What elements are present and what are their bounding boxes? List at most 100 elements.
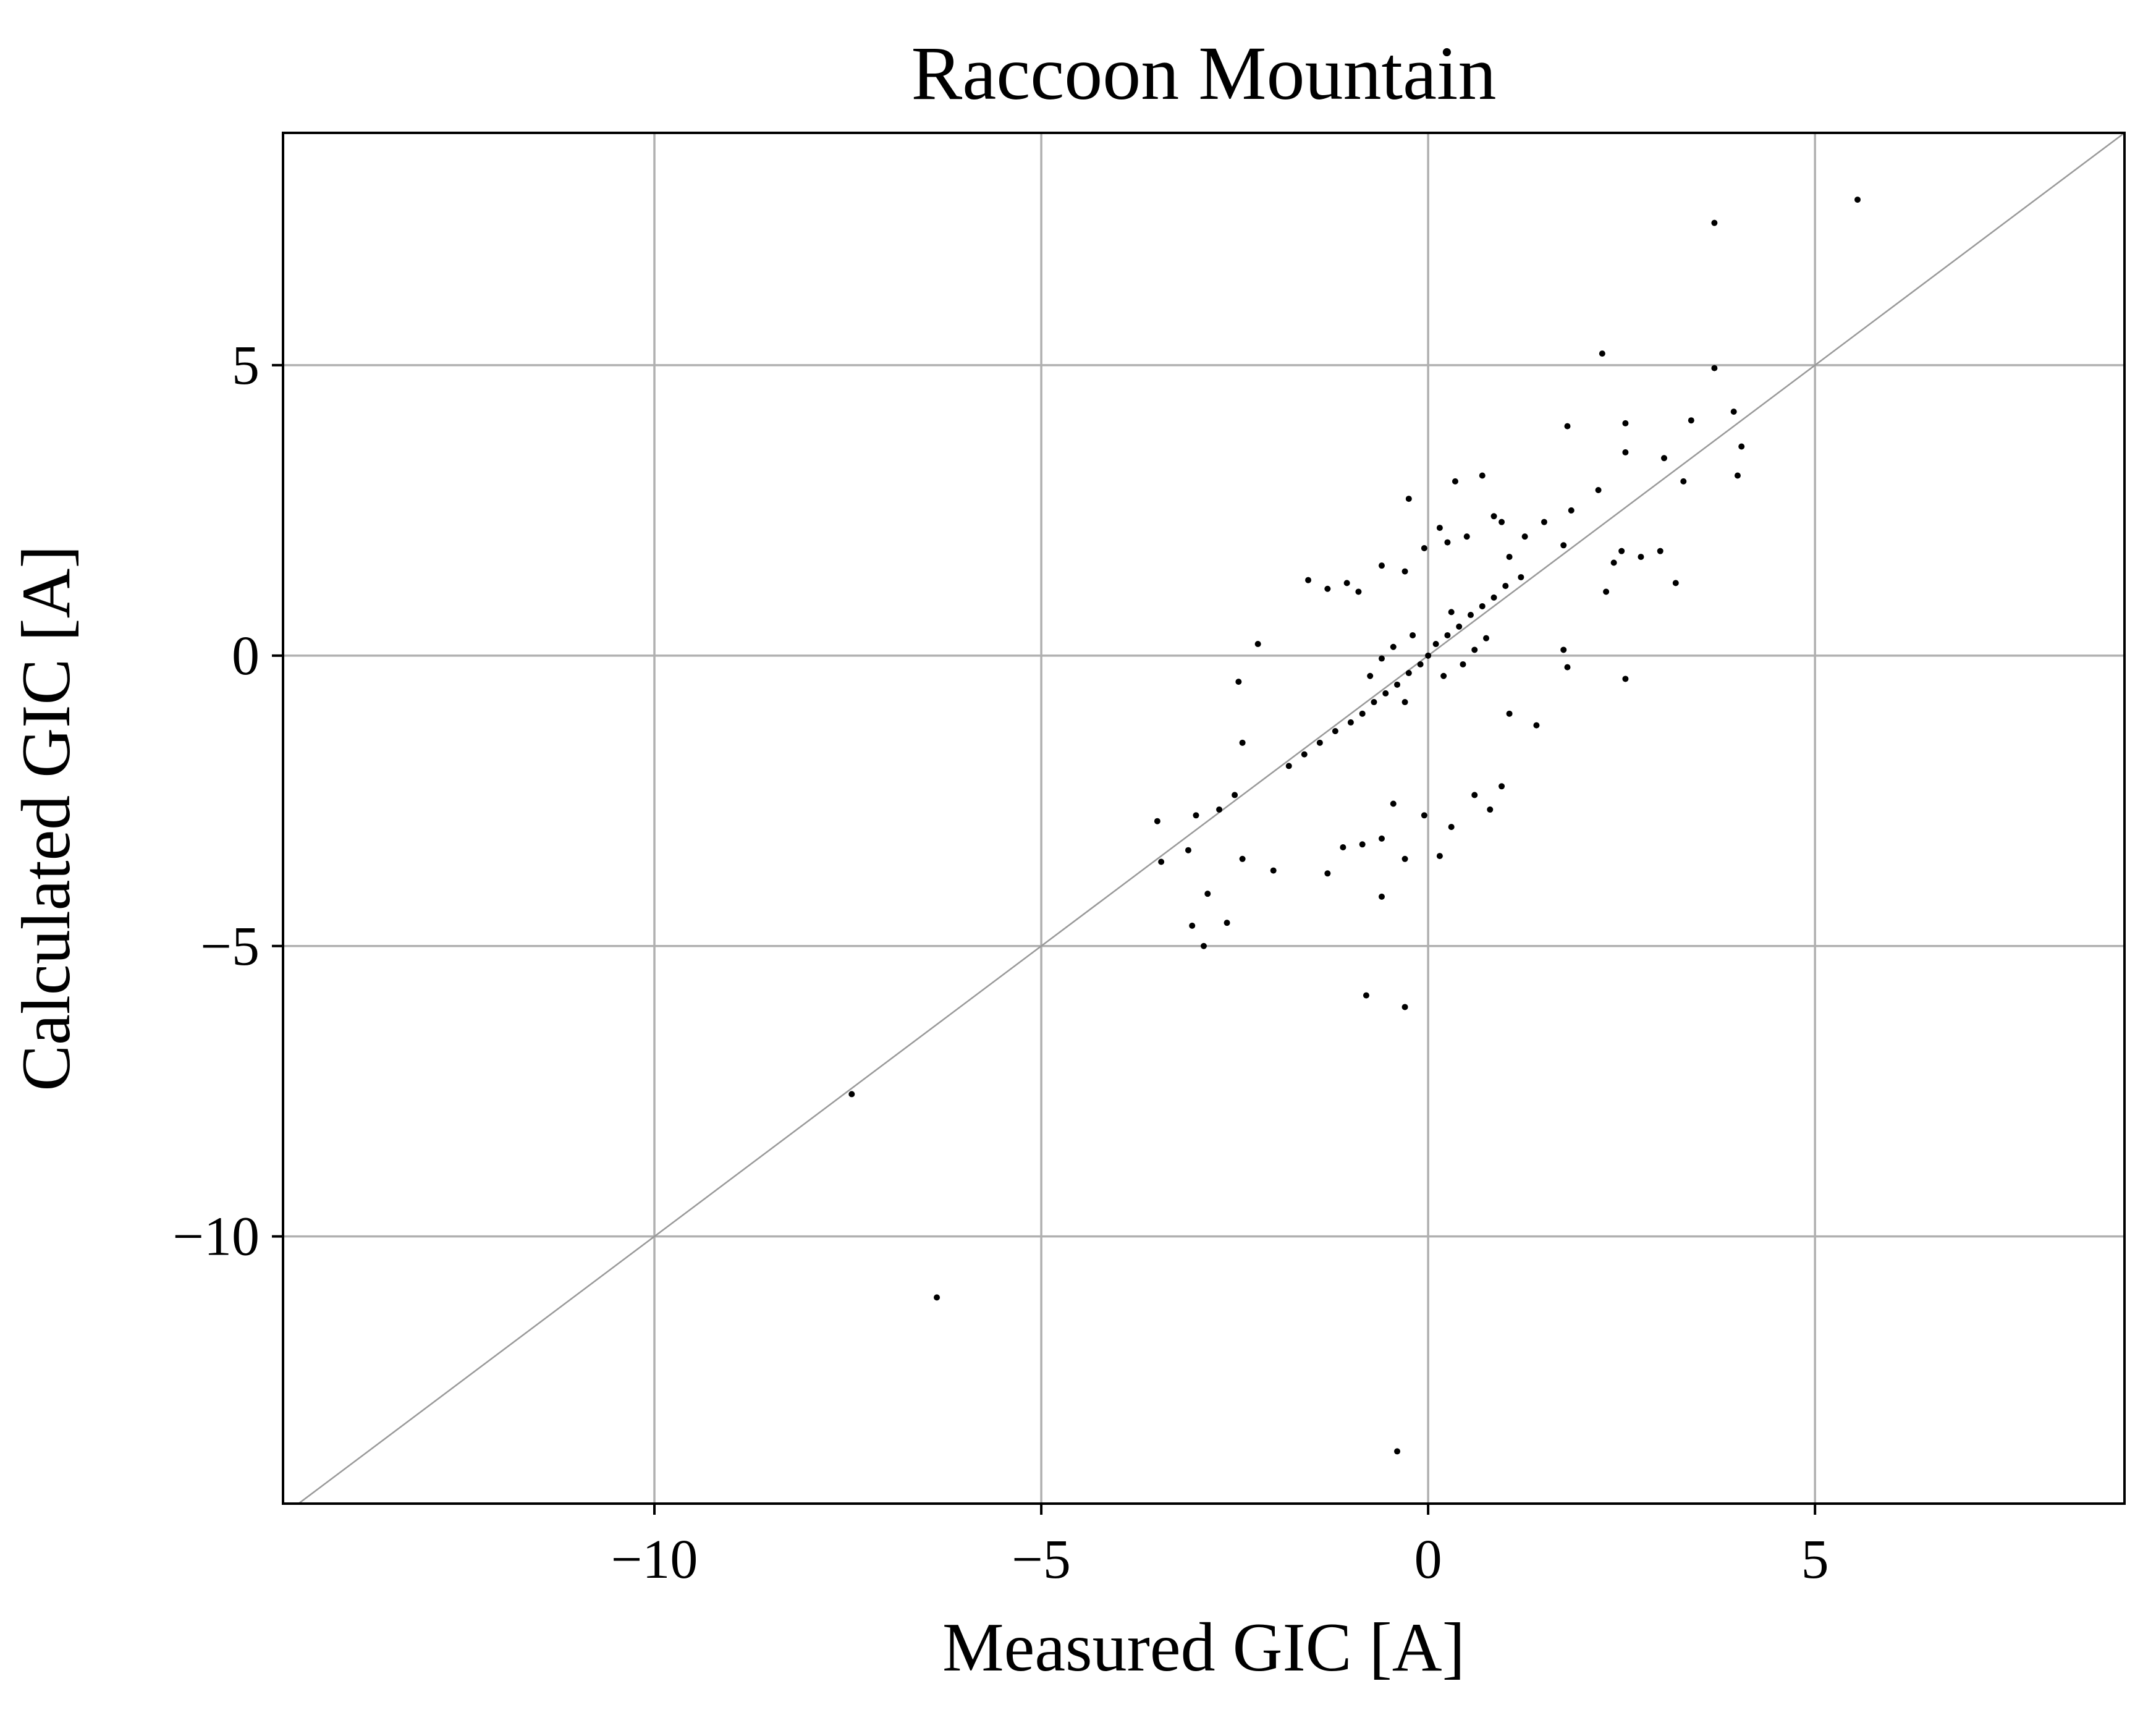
data-point — [1201, 942, 1207, 949]
data-point — [1603, 588, 1610, 595]
data-point — [1618, 548, 1625, 554]
reference-line-layer — [298, 132, 2125, 1504]
data-point — [1417, 661, 1424, 667]
y-axis-label: Calculated GIC [A] — [8, 545, 85, 1091]
data-point — [1456, 623, 1463, 630]
data-point — [1479, 472, 1486, 479]
data-point — [1232, 792, 1238, 798]
x-tick-label: 0 — [1414, 1529, 1442, 1590]
data-point — [1502, 583, 1509, 590]
data-point — [934, 1294, 941, 1301]
data-point — [1305, 577, 1312, 583]
data-point — [1560, 542, 1567, 549]
x-axis-label: Measured GIC [A] — [942, 1609, 1465, 1686]
x-tick-label: −5 — [1012, 1529, 1071, 1590]
data-point — [1382, 690, 1389, 697]
data-point — [1371, 699, 1377, 706]
data-point — [1324, 870, 1331, 877]
data-point — [1378, 893, 1385, 900]
data-point — [1471, 792, 1478, 798]
data-point — [1394, 1448, 1401, 1455]
data-point — [1688, 417, 1694, 424]
data-point — [1378, 562, 1385, 569]
data-point — [1421, 544, 1427, 551]
data-point — [1347, 719, 1354, 726]
data-point — [1390, 643, 1397, 650]
data-point — [848, 1091, 855, 1098]
data-point — [1854, 197, 1861, 203]
data-point — [1672, 580, 1679, 586]
data-point — [1444, 539, 1451, 546]
data-point — [1285, 763, 1292, 769]
data-point — [1359, 710, 1366, 717]
data-point — [1518, 574, 1524, 580]
data-point — [1564, 423, 1571, 430]
data-point — [1332, 728, 1338, 735]
data-point — [1239, 855, 1246, 862]
data-point — [1204, 891, 1211, 897]
data-point — [1316, 739, 1323, 746]
data-point — [1471, 646, 1478, 653]
data-point — [1254, 641, 1261, 648]
data-point — [1193, 812, 1199, 819]
data-point — [1568, 507, 1575, 514]
data-point — [1444, 632, 1451, 638]
data-point — [1711, 219, 1718, 226]
data-point — [1401, 699, 1408, 706]
y-tick-label: −10 — [172, 1206, 260, 1268]
data-point — [1463, 533, 1470, 540]
data-point — [1270, 867, 1277, 874]
data-point — [1506, 554, 1513, 561]
data-point — [1154, 818, 1160, 824]
data-point — [1440, 672, 1447, 679]
data-point — [1560, 646, 1567, 653]
data-point — [1394, 681, 1401, 688]
data-point — [1401, 1004, 1408, 1010]
data-point — [1239, 739, 1246, 746]
data-point — [1533, 722, 1540, 729]
x-tick-label: −10 — [611, 1529, 698, 1590]
data-point — [1610, 559, 1617, 566]
data-point — [1224, 920, 1230, 926]
data-point — [1541, 519, 1547, 525]
data-point — [1483, 635, 1490, 641]
y-tick-label: −5 — [200, 916, 260, 977]
data-point — [1421, 812, 1427, 819]
data-point — [1324, 585, 1331, 592]
data-point — [1355, 588, 1362, 595]
data-point — [1499, 783, 1505, 790]
data-point — [1216, 806, 1223, 813]
data-point — [1499, 519, 1505, 525]
data-point — [1595, 486, 1602, 493]
data-point — [1410, 632, 1416, 638]
data-point — [1301, 751, 1308, 758]
data-point — [1487, 806, 1494, 813]
x-tick-label: 5 — [1801, 1529, 1829, 1590]
data-point — [1564, 664, 1571, 671]
data-point — [1467, 612, 1474, 619]
data-point — [1235, 679, 1242, 685]
data-point — [1506, 710, 1513, 717]
data-point — [1343, 580, 1350, 586]
data-point — [1363, 992, 1369, 999]
tick-marks — [272, 363, 1817, 1515]
data-point — [1657, 548, 1664, 554]
data-point — [1390, 800, 1397, 807]
data-point — [1448, 609, 1455, 616]
y-tick-label: 5 — [232, 335, 260, 396]
data-point — [1622, 420, 1629, 426]
y-tick-label: 0 — [232, 625, 260, 687]
identity-reference-line — [298, 132, 2125, 1504]
data-point — [1378, 655, 1385, 662]
data-point — [1661, 455, 1667, 462]
data-point — [1448, 824, 1455, 831]
plot-frame — [282, 132, 2126, 1505]
data-point — [1479, 603, 1486, 609]
data-point — [1367, 672, 1374, 679]
data-point — [1452, 478, 1458, 485]
data-point — [1359, 841, 1366, 848]
data-point — [1185, 847, 1191, 853]
data-point — [1401, 568, 1408, 575]
